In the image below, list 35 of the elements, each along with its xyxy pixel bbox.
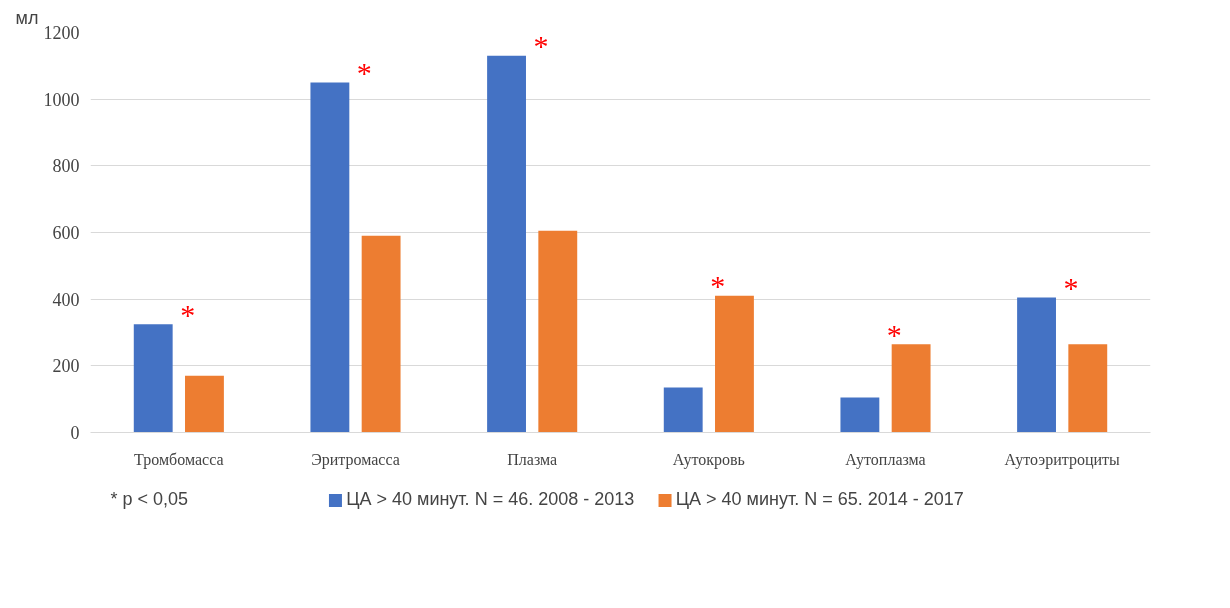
y-tick-label: 1200: [43, 23, 80, 43]
bar: [133, 324, 173, 433]
y-tick-label: 400: [52, 289, 80, 310]
bar: [1068, 344, 1108, 433]
x-tick-label: Аутоэритроциты: [1004, 450, 1121, 469]
x-tick-label: Аутокровь: [672, 450, 745, 469]
x-tick-label: Тромбомасса: [134, 450, 224, 469]
bar: [361, 235, 401, 433]
bar: [840, 397, 880, 433]
annotation: *: [356, 56, 372, 89]
y-tick-label: 0: [70, 423, 80, 443]
legend-label: ЦА > 40 минут. N = 65. 2014 - 2017: [675, 488, 964, 509]
bar: [715, 295, 754, 433]
annotation: *: [886, 317, 902, 351]
y-axis-title: мл: [15, 7, 39, 28]
y-tick-label: 800: [52, 156, 80, 177]
bar: [487, 55, 526, 433]
y-tick-label: 1000: [43, 89, 80, 110]
annotation: *: [180, 297, 196, 331]
x-tick-label: Плазма: [507, 450, 558, 468]
bar: [891, 344, 931, 433]
bar: [663, 387, 703, 433]
y-tick-label: 200: [52, 356, 80, 377]
x-tick-label: Аутоплазма: [845, 450, 926, 469]
x-tick-label: Эритромасса: [311, 450, 400, 469]
bar: [538, 230, 578, 433]
annotation: *: [533, 29, 549, 63]
bar: [1017, 297, 1056, 433]
bar: [310, 82, 350, 433]
annotation: *: [1063, 271, 1079, 304]
legend-label: ЦА > 40 минут. N = 46. 2008 - 2013: [346, 488, 635, 509]
text: * p < 0,05: [110, 488, 189, 509]
annotation: *: [710, 269, 726, 303]
bar: [185, 375, 224, 433]
y-tick-label: 600: [52, 223, 80, 243]
